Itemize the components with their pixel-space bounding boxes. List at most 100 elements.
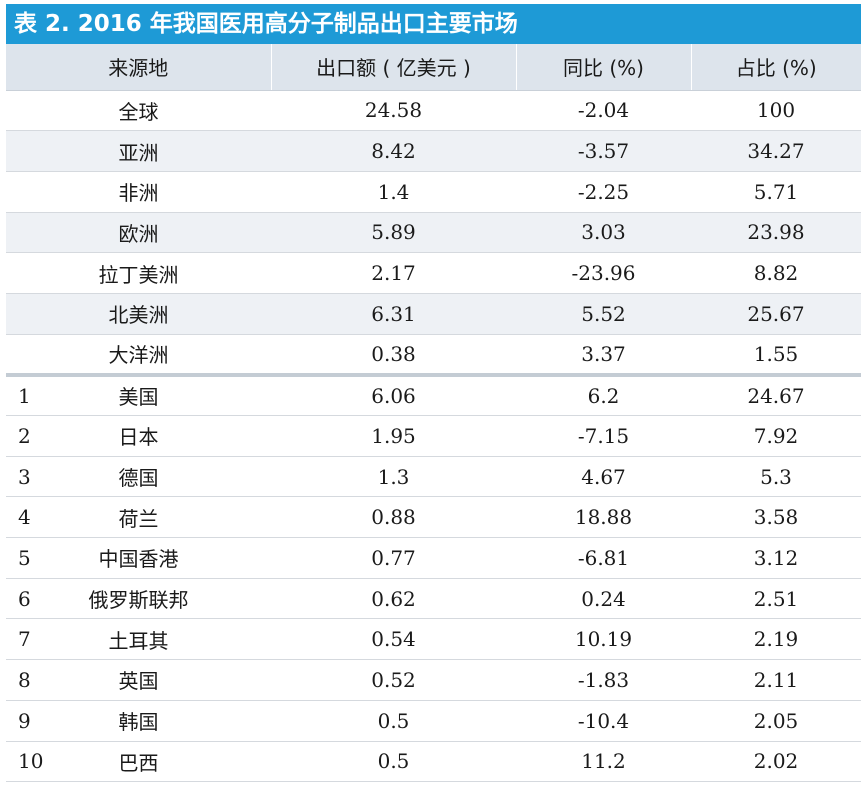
table-header-row: 来源地 出口额 ( 亿美元 ) 同比 (%) 占比 (%) xyxy=(6,44,861,91)
region-name-cell: 大洋洲 xyxy=(6,334,271,377)
export-value-cell: 2.17 xyxy=(271,252,516,294)
export-value-cell: 1.4 xyxy=(271,171,516,213)
country-name: 荷兰 xyxy=(118,506,159,531)
region-row: 欧洲 5.89 3.03 23.98 xyxy=(6,212,861,254)
yoy-cell: -2.25 xyxy=(516,171,691,213)
region-row: 非洲 1.4 -2.25 5.71 xyxy=(6,171,861,213)
region-row: 拉丁美洲 2.17 -23.96 8.82 xyxy=(6,252,861,294)
share-cell: 7.92 xyxy=(691,415,861,457)
country-rank: 1 xyxy=(18,383,31,408)
region-name-cell: 拉丁美洲 xyxy=(6,252,271,294)
column-header-yoy: 同比 (%) xyxy=(515,44,691,91)
country-name: 韩国 xyxy=(118,710,159,735)
export-value-cell: 1.95 xyxy=(271,415,516,457)
country-row: 6 俄罗斯联邦 0.62 0.24 2.51 xyxy=(6,578,861,620)
share-cell: 100 xyxy=(691,90,861,132)
share-cell: 23.98 xyxy=(691,212,861,254)
column-header-source: 来源地 xyxy=(6,44,271,91)
region-name: 全球 xyxy=(118,99,159,124)
country-name-cell: 10 巴西 xyxy=(6,741,271,783)
yoy-cell: 0.24 xyxy=(516,578,691,620)
region-name: 北美洲 xyxy=(108,303,169,328)
country-rank: 8 xyxy=(18,667,31,692)
region-name: 拉丁美洲 xyxy=(98,262,179,287)
export-value-cell: 6.06 xyxy=(271,374,516,416)
region-row: 亚洲 8.42 -3.57 34.27 xyxy=(6,130,861,172)
region-name: 欧洲 xyxy=(118,221,159,246)
yoy-cell: -3.57 xyxy=(516,130,691,172)
export-markets-table: 来源地 出口额 ( 亿美元 ) 同比 (%) 占比 (%) 全球 24.58 -2.… xyxy=(6,44,861,783)
export-value-cell: 1.3 xyxy=(271,456,516,498)
country-rank: 7 xyxy=(18,627,31,652)
share-cell: 2.19 xyxy=(691,618,861,661)
country-name: 日本 xyxy=(118,425,159,450)
share-cell: 2.05 xyxy=(691,700,861,742)
yoy-cell: 5.52 xyxy=(516,293,691,335)
country-rank: 5 xyxy=(18,545,31,570)
share-cell: 34.27 xyxy=(691,130,861,172)
country-row: 2 日本 1.95 -7.15 7.92 xyxy=(6,415,861,457)
export-value-cell: 6.31 xyxy=(271,293,516,335)
country-name: 德国 xyxy=(118,466,159,491)
country-row: 3 德国 1.3 4.67 5.3 xyxy=(6,456,861,498)
table-body: 全球 24.58 -2.04 100 亚洲 8.42 -3.57 34.27 非洲 1.4 -2.2… xyxy=(6,90,861,783)
share-cell: 3.12 xyxy=(691,537,861,579)
yoy-cell: -6.81 xyxy=(516,537,691,579)
country-name: 土耳其 xyxy=(108,628,169,653)
region-name-cell: 北美洲 xyxy=(6,293,271,335)
country-rank: 10 xyxy=(18,749,44,774)
region-name: 大洋洲 xyxy=(108,343,169,368)
country-row: 4 荷兰 0.88 18.88 3.58 xyxy=(6,496,861,539)
share-cell: 5.71 xyxy=(691,171,861,213)
country-name: 俄罗斯联邦 xyxy=(88,588,189,613)
country-name-cell: 7 土耳其 xyxy=(6,618,271,661)
region-row: 大洋洲 0.38 3.37 1.55 xyxy=(6,334,861,377)
yoy-cell: -7.15 xyxy=(516,415,691,457)
share-cell: 5.3 xyxy=(691,456,861,498)
country-rank: 4 xyxy=(18,505,31,530)
country-row: 9 韩国 0.5 -10.4 2.05 xyxy=(6,700,861,742)
region-name: 亚洲 xyxy=(118,140,159,165)
country-rank: 6 xyxy=(18,586,31,611)
yoy-cell: -23.96 xyxy=(516,252,691,294)
export-value-cell: 0.77 xyxy=(271,537,516,579)
share-cell: 8.82 xyxy=(691,252,861,294)
region-name-cell: 非洲 xyxy=(6,171,271,213)
country-row: 10 巴西 0.5 11.2 2.02 xyxy=(6,741,861,783)
region-name-cell: 亚洲 xyxy=(6,130,271,172)
column-header-share: 占比 (%) xyxy=(690,44,861,91)
export-value-cell: 0.5 xyxy=(271,741,516,783)
share-cell: 25.67 xyxy=(691,293,861,335)
export-value-cell: 24.58 xyxy=(271,90,516,132)
share-cell: 24.67 xyxy=(691,374,861,416)
region-name-cell: 欧洲 xyxy=(6,212,271,254)
export-value-cell: 0.5 xyxy=(271,700,516,742)
share-cell: 3.58 xyxy=(691,496,861,539)
yoy-cell: -1.83 xyxy=(516,659,691,701)
country-row: 8 英国 0.52 -1.83 2.11 xyxy=(6,659,861,701)
country-rank: 3 xyxy=(18,464,31,489)
country-name-cell: 6 俄罗斯联邦 xyxy=(6,578,271,620)
export-value-cell: 0.54 xyxy=(271,618,516,661)
region-row: 全球 24.58 -2.04 100 xyxy=(6,90,861,132)
region-name: 非洲 xyxy=(118,181,159,206)
export-value-cell: 0.38 xyxy=(271,334,516,377)
country-name-cell: 3 德国 xyxy=(6,456,271,498)
yoy-cell: 3.37 xyxy=(516,334,691,377)
share-cell: 2.11 xyxy=(691,659,861,701)
yoy-cell: 10.19 xyxy=(516,618,691,661)
yoy-cell: 11.2 xyxy=(516,741,691,783)
country-name-cell: 2 日本 xyxy=(6,415,271,457)
yoy-cell: 18.88 xyxy=(516,496,691,539)
export-value-cell: 0.62 xyxy=(271,578,516,620)
yoy-cell: 4.67 xyxy=(516,456,691,498)
country-row: 1 美国 6.06 6.2 24.67 xyxy=(6,374,861,416)
yoy-cell: -2.04 xyxy=(516,90,691,132)
share-cell: 2.51 xyxy=(691,578,861,620)
country-row: 5 中国香港 0.77 -6.81 3.12 xyxy=(6,537,861,579)
table-title: 表 2. 2016 年我国医用高分子制品出口主要市场 xyxy=(6,4,861,44)
country-name-cell: 8 英国 xyxy=(6,659,271,701)
yoy-cell: 3.03 xyxy=(516,212,691,254)
country-name: 中国香港 xyxy=(98,547,179,572)
